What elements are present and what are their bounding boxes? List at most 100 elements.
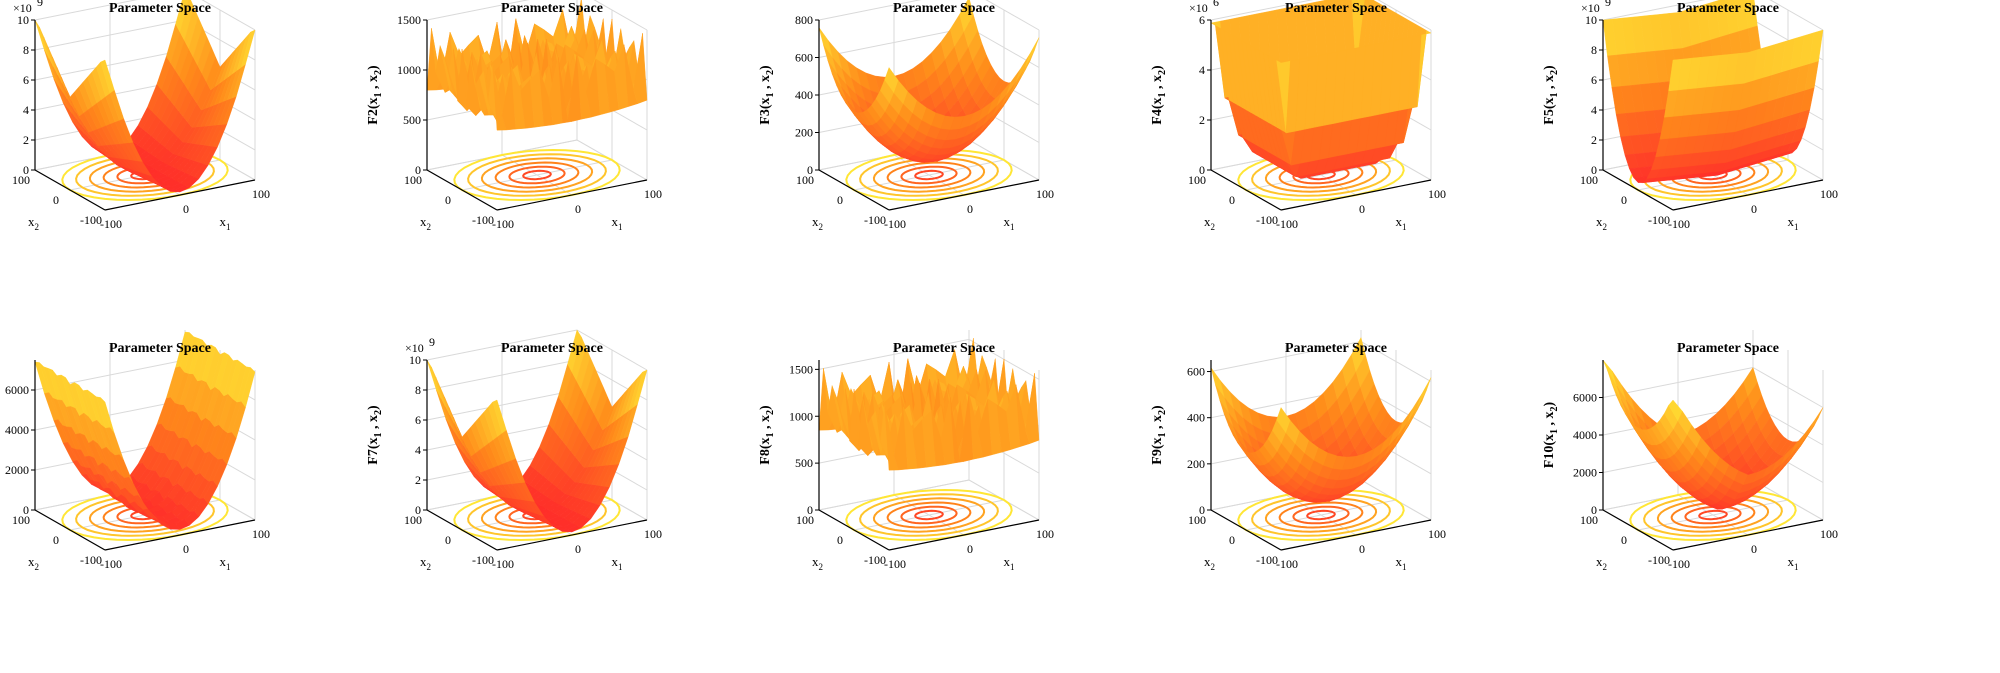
z-tick-label: 800 [795, 13, 813, 27]
z-tick-label: 6 [1591, 73, 1597, 87]
z-tick-label: 4000 [1573, 428, 1597, 442]
contour-line [900, 505, 958, 525]
contour-line [1292, 505, 1350, 525]
x1-tick-label: 100 [1428, 187, 1446, 201]
z-tick-label: 6 [1199, 13, 1205, 27]
panel-title: Parameter Space [501, 341, 603, 356]
panel-title: Parameter Space [109, 1, 211, 16]
z-axis-label: F3(x1 , x2) [758, 65, 776, 125]
surface-cell [1602, 359, 1617, 387]
x2-axis-label: x2 [1204, 554, 1215, 572]
x2-tick-label: -100 [472, 553, 494, 567]
z-tick-label: 6000 [5, 383, 29, 397]
contour-line [859, 493, 999, 537]
z-tick-label: 2000 [5, 463, 29, 477]
surface-cell [1809, 407, 1824, 432]
x1-axis [1672, 519, 1824, 551]
z-tick-label: 10 [409, 353, 421, 367]
z-label-comma: , x [1542, 411, 1557, 429]
x2-tick-label: 100 [12, 173, 30, 187]
x2-label-sub: 2 [1211, 562, 1216, 572]
x2-tick-label: -100 [472, 213, 494, 227]
surface-mesh [818, 0, 1040, 163]
surface-mesh [426, 0, 648, 131]
x2-tick-label: 100 [1188, 173, 1206, 187]
x1-axis-label: x1 [220, 554, 231, 572]
z-tick-label: 2 [1199, 113, 1205, 127]
x2-tick-label: -100 [1648, 553, 1670, 567]
z-label-sub2: 2 [373, 70, 384, 75]
z-tick-label: 2000 [1573, 466, 1597, 480]
z-tick-label: 0 [1199, 503, 1205, 517]
x2-tick-label: 100 [1580, 173, 1598, 187]
x1-label-sub: 1 [1794, 562, 1799, 572]
panel-f6: Parameter Space0200040006000F6(x1 , x2)-… [5, 330, 270, 572]
gridline-z [818, 479, 1040, 521]
x2-tick-label: 100 [796, 513, 814, 527]
z-exponent-power: 9 [1605, 0, 1611, 9]
x2-tick-label: -100 [1256, 213, 1278, 227]
panel-title: Parameter Space [1285, 1, 1387, 16]
x1-tick-label: 100 [252, 187, 270, 201]
z-tick-label: 6 [23, 73, 29, 87]
x2-tick-label: 0 [53, 193, 59, 207]
z-label-sub1: 1 [373, 432, 384, 437]
x1-axis [1280, 179, 1432, 211]
z-label-close: ) [1150, 405, 1165, 410]
z-exponent-base: ×10 [405, 341, 424, 355]
gridline-z [426, 359, 648, 401]
z-label-sub1: 1 [765, 432, 776, 437]
z-tick-label: 4000 [5, 423, 29, 437]
x1-tick-label: 0 [575, 202, 581, 216]
gridline-z [426, 139, 648, 181]
z-tick-label: 0 [1199, 163, 1205, 177]
x1-axis [496, 179, 648, 211]
z-tick-label: 6000 [1573, 391, 1597, 405]
z-exponent-power: 6 [1213, 0, 1219, 9]
x1-axis-label: x1 [1004, 214, 1015, 232]
contour-line [886, 501, 972, 529]
z-tick-label: 0 [23, 503, 29, 517]
x2-tick-label: 0 [445, 533, 451, 547]
z-axis-label: F2(x1 , x2) [366, 65, 384, 125]
x1-label-sub: 1 [1402, 562, 1407, 572]
x2-tick-label: 100 [1188, 513, 1206, 527]
z-tick-label: 0 [1591, 163, 1597, 177]
z-label-sub1: 1 [1157, 432, 1168, 437]
x2-label-sub: 2 [819, 222, 824, 232]
x2-tick-label: 0 [1621, 533, 1627, 547]
surface-mesh [1210, 0, 1432, 179]
panel-title: Parameter Space [109, 341, 211, 356]
x1-tick-label: 0 [1751, 542, 1757, 556]
surface-cell [426, 359, 441, 399]
z-label-close: ) [1150, 65, 1165, 70]
x1-tick-label: -100 [1276, 557, 1298, 571]
x2-axis [426, 169, 498, 211]
x1-tick-label: -100 [884, 217, 906, 231]
z-label-sub2: 2 [765, 70, 776, 75]
x2-axis-label: x2 [1204, 214, 1215, 232]
x1-tick-label: 0 [183, 542, 189, 556]
z-tick-label: 400 [795, 88, 813, 102]
surface-cell [1025, 373, 1040, 444]
gridline-z [818, 0, 1040, 31]
z-tick-label: 4 [1591, 103, 1597, 117]
z-label-close: ) [1542, 65, 1557, 70]
x2-label-sub: 2 [35, 562, 40, 572]
x1-tick-label: -100 [1668, 557, 1690, 571]
contour-line [1698, 509, 1728, 521]
z-tick-label: 0 [807, 503, 813, 517]
z-axis-label: F10(x1 , x2) [1542, 401, 1560, 468]
x1-tick-label: 100 [252, 527, 270, 541]
x1-axis-label: x1 [1396, 214, 1407, 232]
z-label-close: ) [758, 405, 773, 410]
z-exponent-base: ×10 [1189, 1, 1208, 15]
contour-line [480, 157, 594, 193]
contour-line [1278, 501, 1364, 529]
x2-tick-label: 0 [1229, 193, 1235, 207]
z-exponent-power: 9 [37, 0, 43, 9]
x2-tick-label: 0 [837, 533, 843, 547]
